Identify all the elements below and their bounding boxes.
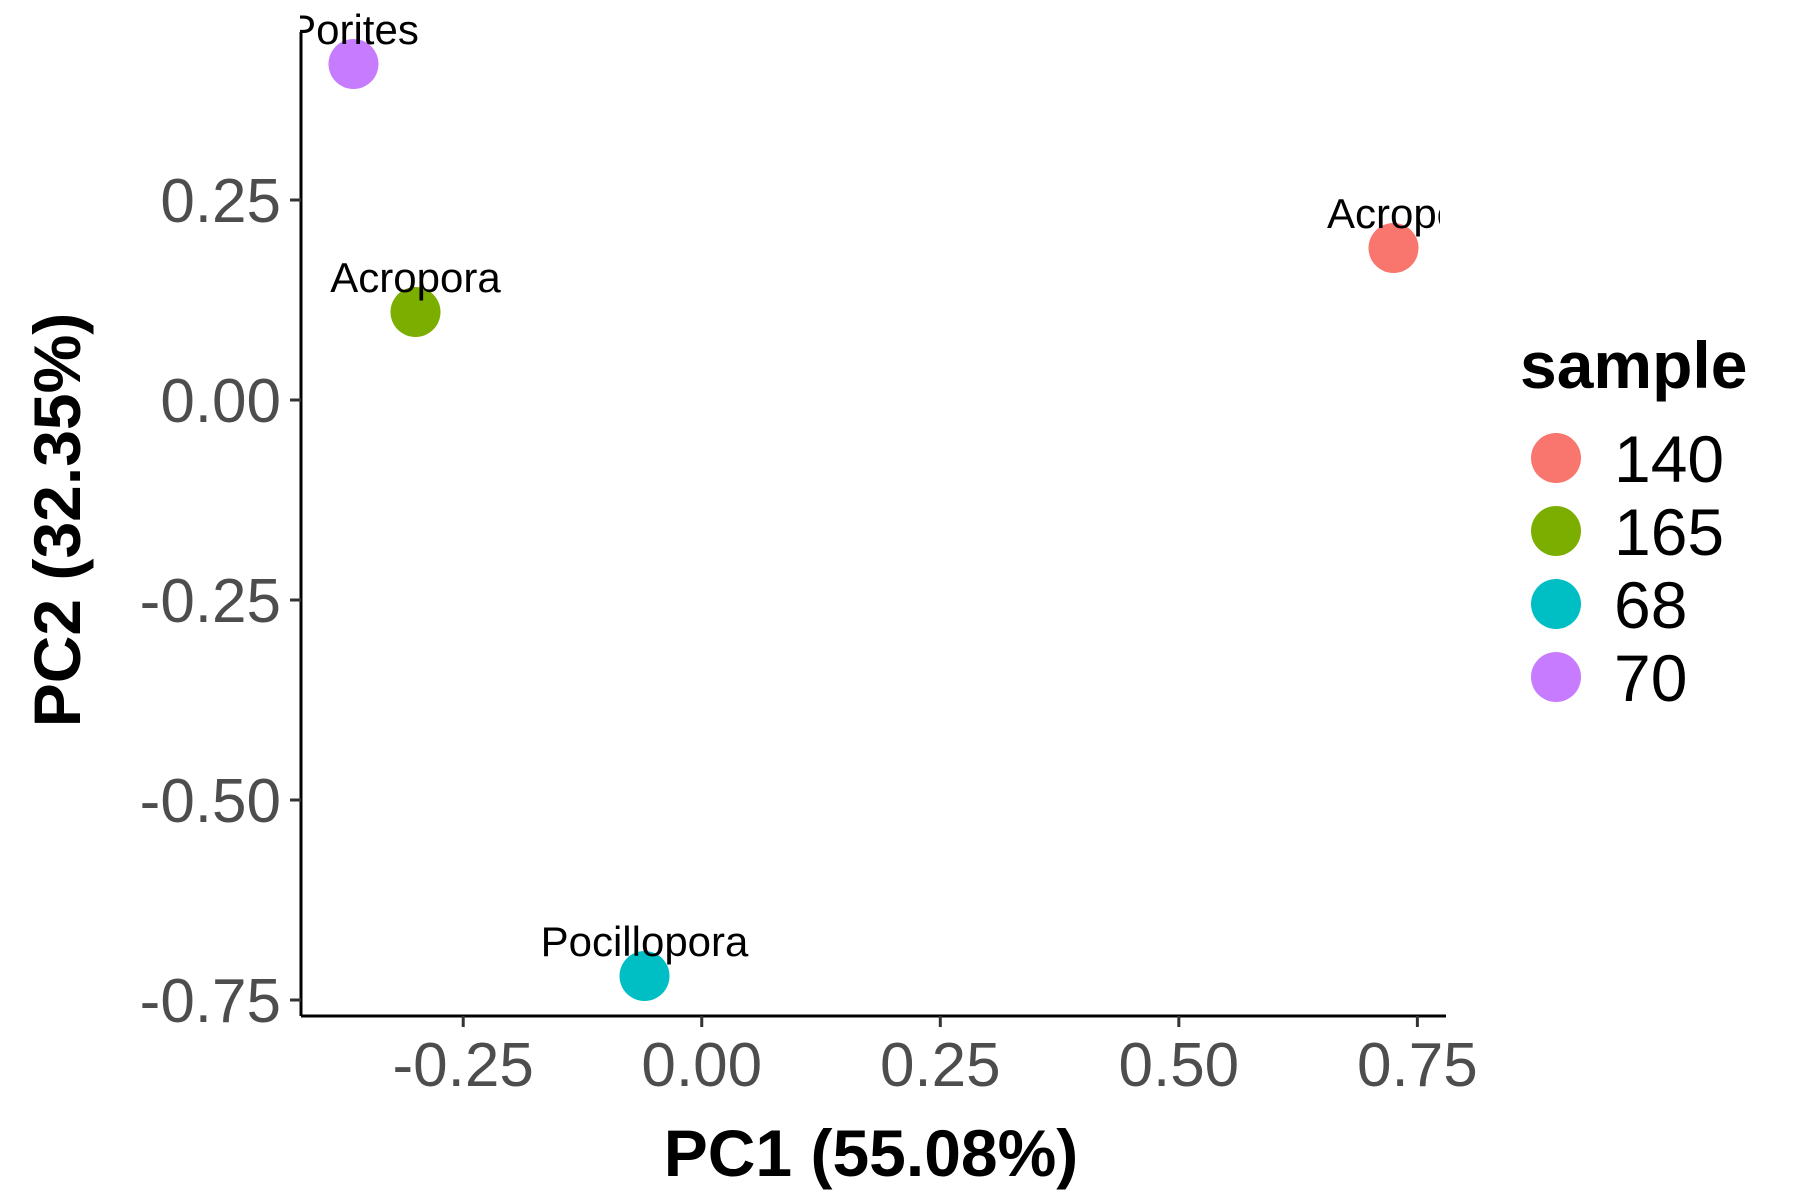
y-tick-label: -0.75 xyxy=(140,967,281,1036)
legend-key xyxy=(1531,433,1581,483)
x-tick-label: 0.00 xyxy=(641,1031,762,1100)
point-label: Porites xyxy=(288,6,419,53)
legend-label: 68 xyxy=(1614,568,1687,642)
x-tick-label: 0.25 xyxy=(880,1031,1001,1100)
y-axis-title: PC2 (32.35%) xyxy=(20,313,94,728)
x-tick-label: -0.25 xyxy=(393,1031,534,1100)
x-axis-title: PC1 (55.08%) xyxy=(664,1116,1079,1190)
y-tick-label: 0.25 xyxy=(160,167,281,236)
x-tick-label: 0.50 xyxy=(1118,1031,1239,1100)
point-label: Acropo xyxy=(1327,190,1460,237)
legend-key xyxy=(1531,652,1581,702)
y-tick-label: 0.00 xyxy=(160,367,281,436)
data-point xyxy=(328,39,379,89)
legend-key xyxy=(1531,506,1581,556)
point-label: Acropora xyxy=(330,254,501,301)
legend-label: 140 xyxy=(1614,422,1724,496)
legend-title: sample xyxy=(1520,328,1747,402)
legend-label: 70 xyxy=(1614,641,1687,715)
point-label: Pocillopora xyxy=(541,918,749,965)
axes: -0.25 0.00 0.25 0.50 0.75 0.25 0.00 -0.25 -0.50 -… xyxy=(140,32,1478,1100)
plot-area: Acropo Acropora Pocillopora Porites xyxy=(288,6,1460,1001)
legend-label: 165 xyxy=(1614,495,1724,569)
y-tick-label: -0.25 xyxy=(140,567,281,636)
y-tick-label: -0.50 xyxy=(140,767,281,836)
legend-key xyxy=(1531,579,1581,629)
data-point xyxy=(390,287,441,337)
data-point xyxy=(1368,223,1419,273)
x-tick-label: 0.75 xyxy=(1357,1031,1478,1100)
data-point xyxy=(619,951,670,1001)
